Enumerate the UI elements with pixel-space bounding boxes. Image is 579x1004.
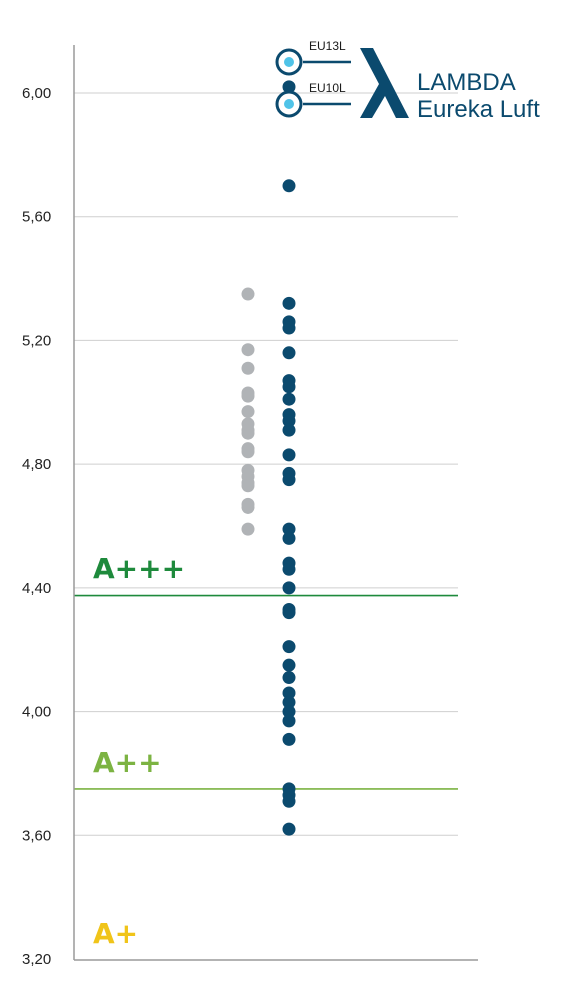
legend: EU13L EU10L LAMBDA Eureka Luft — [275, 39, 540, 123]
brand-logo: LAMBDA Eureka Luft — [360, 48, 540, 123]
data-point — [241, 500, 255, 514]
y-tick-label: 5,20 — [22, 332, 51, 349]
data-point — [282, 732, 296, 746]
data-point — [241, 522, 255, 536]
data-point — [282, 714, 296, 728]
gridlines — [74, 92, 458, 836]
data-point — [282, 686, 296, 700]
data-point — [282, 473, 296, 487]
data-point — [282, 346, 296, 360]
data-point — [282, 80, 296, 94]
data-point — [282, 822, 296, 836]
data-point — [241, 361, 255, 375]
data-point — [241, 405, 255, 419]
y-tick-label: 4,80 — [22, 456, 51, 473]
legend-eu13l-dot — [284, 57, 294, 67]
legend-item-eu13l: EU13L — [275, 39, 351, 76]
data-point — [282, 380, 296, 394]
data-point — [282, 179, 296, 193]
data-point — [282, 321, 296, 335]
legend-item-eu10l: EU10L — [275, 81, 351, 118]
data-point — [241, 343, 255, 357]
data-point — [282, 414, 296, 428]
y-tick-label: 6,00 — [22, 85, 51, 102]
y-tick-label: 3,20 — [22, 951, 51, 968]
y-tick-label: 5,60 — [22, 209, 51, 226]
legend-eu10l-dot — [284, 99, 294, 109]
data-point — [241, 287, 255, 301]
data-point — [241, 479, 255, 493]
data-point — [282, 794, 296, 808]
y-tick-label: 3,60 — [22, 827, 51, 844]
data-point — [282, 581, 296, 595]
efficiency-class-label: A+++ — [93, 552, 185, 585]
data-point — [282, 392, 296, 406]
efficiency-class-labels: A+++ A++ A+ — [93, 552, 185, 950]
data-point — [282, 423, 296, 437]
data-point — [282, 448, 296, 462]
data-point — [241, 426, 255, 440]
data-point — [282, 562, 296, 576]
legend-eu10l-label: EU10L — [309, 81, 346, 95]
data-point — [282, 658, 296, 672]
data-point — [241, 445, 255, 459]
y-tick-label: 4,40 — [22, 580, 51, 597]
brand-product: Eureka Luft — [417, 96, 540, 123]
efficiency-class-label: A+ — [93, 917, 138, 950]
efficiency-thresholds — [74, 594, 458, 790]
efficiency-class-label: A++ — [93, 746, 162, 779]
data-point — [282, 531, 296, 545]
data-point — [282, 606, 296, 620]
data-points — [241, 80, 296, 836]
y-tick-label: 4,00 — [22, 704, 51, 721]
brand-name: LAMBDA — [417, 69, 516, 96]
data-point — [282, 640, 296, 654]
data-point — [282, 695, 296, 709]
data-point — [282, 671, 296, 685]
legend-eu13l-label: EU13L — [309, 39, 346, 53]
data-point — [282, 522, 296, 536]
data-point — [282, 296, 296, 310]
data-point — [282, 705, 296, 719]
lambda-icon — [360, 48, 409, 118]
data-point — [241, 389, 255, 403]
y-tick-labels: 3,20 3,60 4,00 4,40 4,80 5,20 5,60 6,00 — [22, 85, 51, 968]
